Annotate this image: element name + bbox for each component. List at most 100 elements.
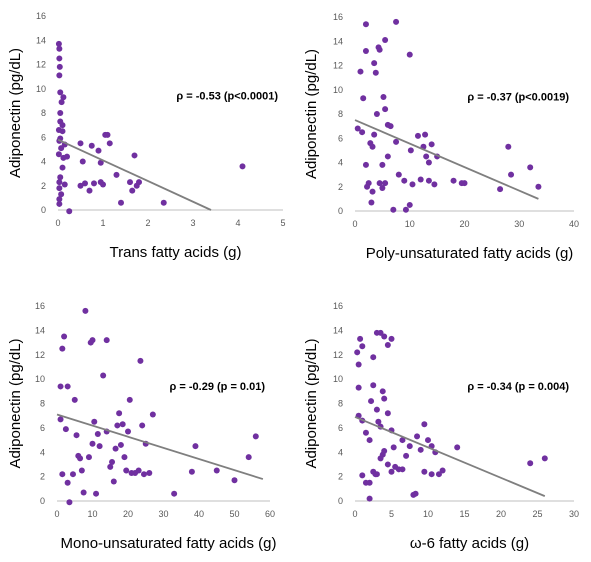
data-point bbox=[64, 479, 71, 486]
data-point bbox=[86, 187, 93, 194]
scatter-mono: 0 2 4 6 8 10 12 14 16 0 10 20 30 40 50 60 ρ = -0.29 (p =… bbox=[0, 282, 295, 562]
x-tick-label: 5 bbox=[389, 509, 394, 519]
data-point bbox=[402, 206, 409, 213]
data-point bbox=[421, 421, 428, 428]
data-point bbox=[428, 471, 435, 478]
data-point bbox=[439, 467, 446, 474]
data-point bbox=[364, 183, 371, 190]
data-point bbox=[119, 421, 126, 428]
data-point bbox=[369, 188, 376, 195]
y-tick-label: 6 bbox=[41, 132, 46, 142]
data-point bbox=[535, 183, 542, 190]
data-point bbox=[388, 468, 395, 475]
data-point bbox=[66, 208, 73, 215]
data-point bbox=[104, 131, 111, 138]
x-tick-label: 1 bbox=[100, 218, 105, 228]
data-point bbox=[56, 200, 63, 207]
data-point bbox=[77, 455, 84, 462]
x-tick-label: 3 bbox=[190, 218, 195, 228]
trend-line bbox=[354, 119, 539, 200]
y-tick-label: 2 bbox=[338, 182, 343, 192]
data-point bbox=[390, 444, 397, 451]
y-tick-label: 2 bbox=[41, 181, 46, 191]
x-tick-label: 50 bbox=[229, 509, 239, 519]
data-point bbox=[417, 446, 424, 453]
data-point bbox=[409, 181, 416, 188]
y-tick-label: 14 bbox=[333, 36, 343, 46]
data-point bbox=[370, 354, 377, 361]
y-tick-label: 4 bbox=[40, 447, 45, 457]
data-point bbox=[435, 471, 442, 478]
data-point bbox=[188, 468, 195, 475]
y-tick-label: 2 bbox=[40, 472, 45, 482]
data-point bbox=[379, 388, 386, 395]
data-point bbox=[360, 95, 367, 102]
data-point bbox=[112, 445, 119, 452]
data-point bbox=[372, 69, 379, 76]
x-axis-label: ω-6 fatty acids (g) bbox=[410, 535, 529, 552]
data-point bbox=[359, 343, 366, 350]
data-point bbox=[366, 495, 373, 502]
x-tick-label: 4 bbox=[235, 218, 240, 228]
data-point bbox=[376, 46, 383, 53]
data-point bbox=[406, 201, 413, 208]
data-point bbox=[126, 396, 133, 403]
y-tick-label: 4 bbox=[41, 157, 46, 167]
data-point bbox=[96, 443, 103, 450]
data-point bbox=[368, 199, 375, 206]
x-tick-label: 2 bbox=[145, 218, 150, 228]
y-tick-label: 10 bbox=[36, 84, 46, 94]
data-point bbox=[362, 47, 369, 54]
data-point bbox=[109, 459, 116, 465]
scatter-poly: 0 2 4 6 8 10 12 14 16 0 10 20 30 40 ρ = -0.37 (p<0.001… bbox=[296, 0, 591, 280]
data-point bbox=[60, 94, 67, 101]
data-point bbox=[192, 443, 199, 450]
chart-svg-poly: 0 2 4 6 8 10 12 14 16 0 10 20 30 40 ρ = -0.37 (p<0.001… bbox=[303, 12, 579, 262]
data-point bbox=[82, 307, 89, 314]
data-point bbox=[359, 129, 366, 136]
data-point bbox=[371, 60, 378, 67]
data-point bbox=[57, 110, 64, 116]
data-point bbox=[135, 467, 142, 474]
data-point bbox=[362, 21, 369, 28]
data-point bbox=[91, 180, 97, 187]
chart-svg-omega6: 0 2 4 6 8 10 12 14 16 0 5 10 15 20 25 30 ρ = -0.34 (p = … bbox=[303, 301, 579, 552]
y-tick-label: 16 bbox=[333, 12, 343, 22]
data-point bbox=[146, 469, 153, 476]
correlation-annotation: ρ = -0.29 (p = 0.01) bbox=[170, 381, 266, 393]
data-point bbox=[61, 333, 68, 340]
data-point bbox=[78, 467, 85, 474]
data-point bbox=[62, 426, 69, 433]
y-axis-label: Adiponectin (pg/dL) bbox=[303, 338, 320, 468]
x-tick-label: 15 bbox=[459, 509, 469, 519]
data-point bbox=[354, 349, 361, 356]
data-point bbox=[129, 187, 136, 194]
y-tick-label: 0 bbox=[41, 205, 46, 215]
data-point bbox=[381, 333, 388, 340]
data-point bbox=[461, 180, 468, 187]
y-tick-label: 4 bbox=[338, 447, 343, 457]
y-tick-label: 4 bbox=[338, 158, 343, 168]
data-point bbox=[381, 395, 388, 402]
data-point bbox=[417, 176, 424, 183]
data-point bbox=[56, 55, 63, 62]
data-point bbox=[97, 159, 104, 166]
y-tick-label: 6 bbox=[338, 133, 343, 143]
data-point bbox=[56, 63, 63, 70]
data-point bbox=[505, 143, 512, 150]
x-tick-label: 60 bbox=[265, 509, 275, 519]
y-tick-label: 0 bbox=[338, 206, 343, 216]
data-point bbox=[110, 478, 117, 485]
correlation-annotation: ρ = -0.53 (p<0.0001) bbox=[176, 90, 278, 102]
data-point bbox=[414, 132, 421, 139]
data-point bbox=[399, 437, 406, 444]
data-point bbox=[393, 18, 400, 25]
data-point bbox=[371, 131, 378, 138]
data-point bbox=[414, 433, 421, 440]
data-point bbox=[127, 179, 133, 186]
data-point bbox=[131, 152, 138, 159]
y-tick-label: 12 bbox=[36, 60, 46, 70]
data-point bbox=[421, 468, 428, 475]
data-point bbox=[245, 454, 252, 461]
y-tick-label: 0 bbox=[40, 496, 45, 506]
